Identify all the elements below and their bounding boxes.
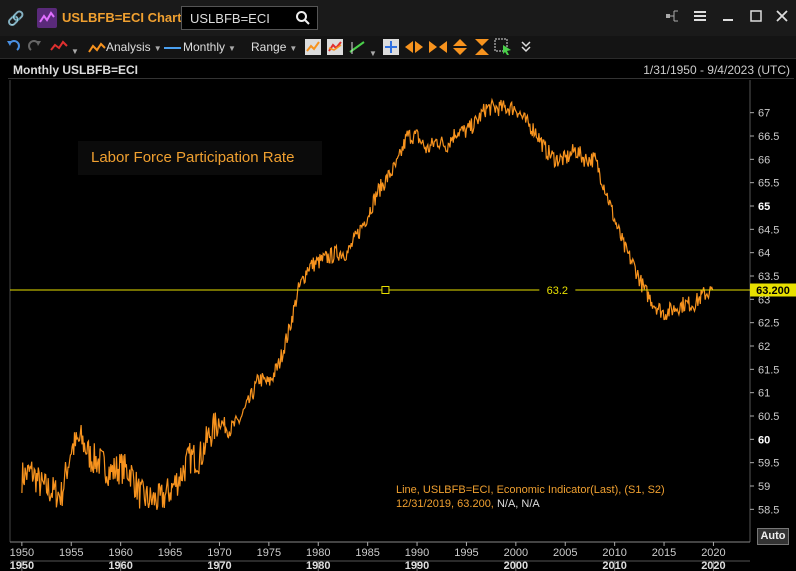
ric-search-value: USLBFB=ECI [190,11,270,26]
y-tick-label: 60.5 [758,411,779,423]
x-tick-label: 2005 [553,547,577,559]
hline-label: 63.2 [547,285,568,297]
x-tick-label: 1975 [257,547,281,559]
title-bar: 🔗 USLBFB=ECI Chart USLBFB=ECI [0,0,796,37]
y-tick-label: 61.5 [758,364,779,376]
chart-app-icon [37,8,57,28]
close-icon[interactable] [772,8,792,28]
legend-line-2-prefix: 12/31/2019, 63.200, [396,498,497,510]
y-axis: 58.5 59 59.5 60 60.5 61 61.5 62 62.5 63 63.5 64 64.5… [750,108,779,516]
x-axis: 1950 1955 1960 1965 1970 1975 1980 1985 1990 1995… [10,542,750,571]
y-tick-label: 62 [758,341,770,353]
y-tick-label: 66 [758,154,770,166]
y-tick-label: 65.5 [758,178,779,190]
chart-annotation: Labor Force Participation Rate [91,149,294,166]
series-line-uslbfb [21,97,714,510]
undo-icon[interactable] [5,38,21,56]
range-button[interactable]: Range ▼ [251,40,298,54]
crosshair-icon[interactable] [382,38,400,56]
decade-label: 1960 [108,560,132,571]
hline-label-background [539,283,576,297]
zoom-horizontal-icon[interactable] [428,38,448,56]
chart-title: Monthly USLBFB=ECI [13,63,138,77]
hline-drag-handle[interactable] [381,286,390,294]
scroll-left-right-icon[interactable] [404,38,424,56]
x-tick-label: 1985 [355,547,379,559]
minimize-icon[interactable] [718,8,738,28]
y-tick-label: 64.5 [758,224,779,236]
chart-toolbar: ▼ Analysis ▼ Monthly ▼ Range ▼ ▼ [0,36,796,59]
analysis-label: Analysis [106,40,151,54]
window-title: USLBFB=ECI Chart [62,10,182,25]
link-icon[interactable]: 🔗 [7,10,25,26]
chart-header: Monthly USLBFB=ECI 1/31/1950 - 9/4/2023 … [8,60,794,79]
interval-label: Monthly [183,40,226,54]
decade-label: 1990 [405,560,429,571]
x-tick-label: 2010 [602,547,626,559]
decade-label: 1970 [207,560,231,571]
annotation-box [78,141,322,175]
auto-scale-button[interactable]: Auto [757,528,789,545]
x-tick-label: 2020 [701,547,725,559]
x-tick-label: 1955 [59,547,83,559]
line-style-button[interactable]: ▼ [50,38,79,56]
interval-button[interactable]: Monthly ▼ [164,40,236,54]
hierarchy-icon[interactable] [662,8,682,28]
chart-type-icon[interactable] [304,38,322,56]
draw-tools-icon[interactable]: ▼ [348,38,377,58]
y-tick-label: 58.5 [758,504,779,516]
redo-icon[interactable] [27,38,43,56]
decade-label: 1950 [10,560,34,571]
scroll-up-down-icon[interactable] [452,38,468,56]
legend-line-1: Line, USLBFB=ECI, Economic Indicator(Las… [396,484,665,496]
y-tick-label: 65 [758,201,770,213]
menu-icon[interactable] [690,8,710,28]
ric-search-input[interactable]: USLBFB=ECI [181,6,318,30]
decade-label: 2010 [602,560,626,571]
x-tick-label: 1990 [405,547,429,559]
last-value-tag-text: 63.200 [756,285,790,297]
x-tick-label: 1960 [108,547,132,559]
decade-label: 2020 [701,560,725,571]
analysis-button[interactable]: Analysis ▼ [88,38,162,56]
y-tick-label: 66.5 [758,131,779,143]
range-label: Range [251,40,287,54]
y-tick-label: 59.5 [758,458,779,470]
x-tick-label: 1980 [306,547,330,559]
y-tick-label: 64 [758,248,770,260]
chart-plot[interactable]: 58.5 59 59.5 60 60.5 61 61.5 62 62.5 63 63.5 64 64.5… [0,79,796,571]
x-tick-label: 1950 [10,547,34,559]
y-tick-label: 62.5 [758,318,779,330]
x-tick-label: 1970 [207,547,231,559]
select-area-icon[interactable] [494,38,512,56]
x-tick-label: 1995 [454,547,478,559]
zoom-vertical-icon[interactable] [474,38,490,56]
y-tick-label: 61 [758,388,770,400]
x-tick-label: 1965 [158,547,182,559]
y-tick-label: 63.5 [758,271,779,283]
decade-label: 2000 [504,560,528,571]
y-tick-label: 59 [758,481,770,493]
x-tick-label: 2000 [504,547,528,559]
decade-label: 1980 [306,560,330,571]
maximize-icon[interactable] [746,8,766,28]
compare-chart-icon[interactable] [326,38,344,56]
y-tick-label: 63 [758,294,770,306]
chart-date-range: 1/31/1950 - 9/4/2023 (UTC) [643,63,790,77]
y-tick-label: 60 [758,434,770,446]
legend-line-2-suffix: N/A, N/A [497,498,540,510]
x-tick-label: 2015 [652,547,676,559]
legend-line-2: 12/31/2019, 63.200, N/A, N/A [396,498,540,510]
more-tools-icon[interactable] [520,38,532,56]
search-icon[interactable] [295,10,311,31]
last-value-tag [750,283,796,297]
y-tick-label: 67 [758,108,770,120]
